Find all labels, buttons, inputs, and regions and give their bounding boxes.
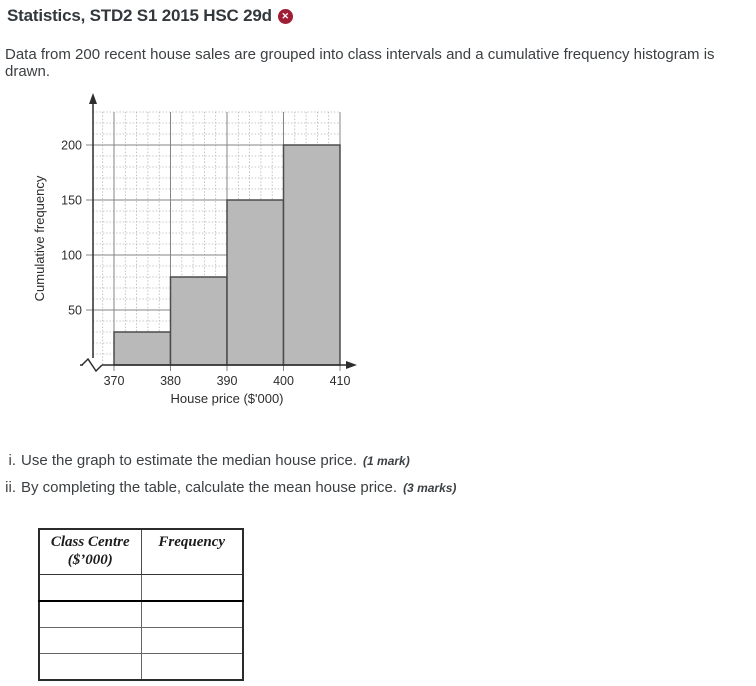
class-centre-title: Class Centre <box>50 534 130 550</box>
question-intro: Data from 200 recent house sales are gro… <box>5 46 715 80</box>
table-cell-empty <box>38 653 142 681</box>
y-tick-label: 150 <box>61 194 82 208</box>
table-row <box>38 627 244 654</box>
axis-break <box>81 357 103 373</box>
question-header: Statistics, STD2 S1 2015 HSC 29d ✕ <box>7 6 293 26</box>
histogram-bar <box>282 144 341 366</box>
table-row <box>38 600 244 628</box>
working-table: Class Centre ($’000) Frequency <box>38 528 244 681</box>
question-part-i: i. Use the graph to estimate the median h… <box>0 452 410 469</box>
question-numeral: ii. <box>5 479 16 496</box>
table-row <box>38 574 244 602</box>
table-cell-empty <box>140 653 244 681</box>
close-icon[interactable]: ✕ <box>277 8 293 24</box>
question-part-ii: ii. By completing the table, calculate th… <box>0 479 456 496</box>
page-title: Statistics, STD2 S1 2015 HSC 29d <box>7 6 272 25</box>
class-centre-header: Class Centre ($’000) <box>38 528 142 575</box>
y-tick-label: 100 <box>61 249 82 263</box>
table-row <box>38 653 244 681</box>
y-tick-label: 200 <box>61 139 82 153</box>
y-axis-arrow <box>89 93 97 104</box>
histogram-bar <box>226 199 285 366</box>
histogram-bar <box>169 276 228 366</box>
table-cell-empty <box>38 627 142 654</box>
frequency-header: Frequency <box>140 528 244 575</box>
x-tick-label: 400 <box>273 374 294 388</box>
question-numeral: i. <box>8 452 17 469</box>
histogram-bar <box>113 331 172 366</box>
cumulative-frequency-histogram: 50 100 150 200 370 380 390 400 410 House price ($… <box>32 93 357 406</box>
x-tick-label: 410 <box>330 374 351 388</box>
x-axis-arrow <box>346 361 357 369</box>
x-tick-label: 390 <box>217 374 238 388</box>
question-marks: (3 marks) <box>403 481 457 495</box>
table-header-row: Class Centre ($’000) Frequency <box>38 528 244 575</box>
x-tick-label: 380 <box>160 374 181 388</box>
table-cell-empty <box>140 600 244 628</box>
table-cell-empty <box>140 574 244 602</box>
y-tick-label: 50 <box>68 304 82 318</box>
table-cell-empty <box>38 574 142 602</box>
histogram-figure: 50 100 150 200 370 380 390 400 410 House price ($… <box>30 88 375 423</box>
question-marks: (1 mark) <box>363 454 410 468</box>
class-centre-subtitle: ($’000) <box>67 552 113 568</box>
table-cell-empty <box>140 627 244 654</box>
x-tick-label: 370 <box>104 374 125 388</box>
table-cell-empty <box>38 600 142 628</box>
x-axis-title: House price ($'000) <box>170 391 283 406</box>
question-text: Use the graph to estimate the median hou… <box>21 452 358 469</box>
question-text: By completing the table, calculate the m… <box>21 479 398 496</box>
y-axis-title: Cumulative frequency <box>32 175 47 301</box>
